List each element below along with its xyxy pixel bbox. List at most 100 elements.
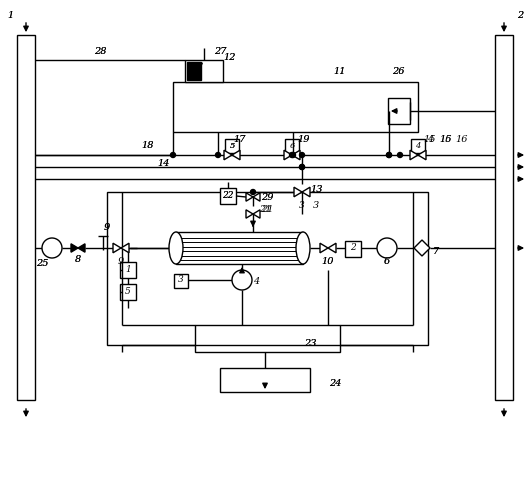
Text: 25: 25 bbox=[36, 258, 48, 268]
Bar bbox=[17, 35, 35, 400]
Text: 6: 6 bbox=[384, 258, 390, 266]
Text: 24: 24 bbox=[329, 380, 341, 388]
Bar bbox=[345, 241, 361, 257]
Text: 27: 27 bbox=[214, 48, 226, 56]
Text: 13: 13 bbox=[311, 184, 323, 194]
Text: 10: 10 bbox=[322, 258, 334, 266]
Text: 7: 7 bbox=[433, 248, 439, 256]
Text: 15: 15 bbox=[440, 136, 452, 144]
Text: 15: 15 bbox=[424, 136, 436, 144]
Text: 9: 9 bbox=[118, 258, 124, 266]
Text: 1: 1 bbox=[7, 10, 13, 20]
Text: 2: 2 bbox=[350, 244, 356, 252]
Text: 8: 8 bbox=[75, 256, 81, 264]
Text: 17: 17 bbox=[234, 136, 246, 144]
Bar bbox=[411, 139, 425, 153]
Bar bbox=[220, 368, 310, 392]
Bar bbox=[187, 62, 201, 80]
Circle shape bbox=[216, 152, 220, 158]
Text: 27: 27 bbox=[214, 48, 226, 56]
Ellipse shape bbox=[169, 232, 183, 264]
Bar bbox=[285, 139, 299, 153]
Text: 6: 6 bbox=[289, 142, 295, 150]
Text: 24: 24 bbox=[329, 380, 341, 388]
Text: 21: 21 bbox=[259, 206, 271, 214]
Polygon shape bbox=[71, 244, 78, 252]
Polygon shape bbox=[78, 244, 85, 252]
Polygon shape bbox=[224, 150, 232, 160]
Bar bbox=[176, 232, 303, 264]
Circle shape bbox=[290, 152, 296, 158]
Text: 12: 12 bbox=[224, 54, 236, 62]
Polygon shape bbox=[253, 210, 260, 218]
Polygon shape bbox=[328, 243, 336, 253]
Circle shape bbox=[386, 152, 392, 158]
Text: 4: 4 bbox=[416, 142, 421, 150]
Text: 3: 3 bbox=[178, 276, 184, 284]
Text: 10: 10 bbox=[322, 258, 334, 266]
Polygon shape bbox=[320, 243, 328, 253]
Circle shape bbox=[171, 152, 175, 158]
Bar bbox=[495, 35, 513, 400]
Polygon shape bbox=[253, 193, 260, 201]
Text: 23: 23 bbox=[304, 340, 316, 348]
Bar bbox=[174, 274, 188, 288]
Text: 8: 8 bbox=[75, 256, 81, 264]
Text: 17: 17 bbox=[234, 136, 246, 144]
Polygon shape bbox=[418, 150, 426, 160]
Text: 14: 14 bbox=[158, 158, 170, 168]
Text: 5: 5 bbox=[125, 288, 131, 296]
Text: 18: 18 bbox=[142, 140, 154, 149]
Text: 25: 25 bbox=[36, 258, 48, 268]
Polygon shape bbox=[232, 150, 240, 160]
Text: 5: 5 bbox=[229, 142, 235, 150]
Polygon shape bbox=[410, 150, 418, 160]
Text: 21: 21 bbox=[261, 206, 273, 214]
Polygon shape bbox=[284, 150, 292, 160]
Text: 1: 1 bbox=[125, 266, 131, 274]
Text: 6: 6 bbox=[384, 258, 390, 266]
Text: 4: 4 bbox=[253, 278, 259, 286]
Circle shape bbox=[299, 152, 305, 158]
Bar bbox=[291, 196, 313, 214]
Bar bbox=[120, 284, 136, 300]
Text: 7: 7 bbox=[433, 248, 439, 256]
Polygon shape bbox=[246, 193, 253, 201]
Bar bbox=[120, 262, 136, 278]
Text: 19: 19 bbox=[298, 136, 310, 144]
Text: 29: 29 bbox=[261, 192, 273, 202]
Bar bbox=[220, 188, 236, 204]
Circle shape bbox=[42, 238, 62, 258]
Circle shape bbox=[398, 152, 402, 158]
Text: 16: 16 bbox=[440, 136, 452, 144]
Text: 3: 3 bbox=[299, 200, 305, 209]
Circle shape bbox=[289, 152, 295, 158]
Circle shape bbox=[377, 238, 397, 258]
Bar bbox=[388, 98, 410, 124]
Bar bbox=[225, 139, 239, 153]
Ellipse shape bbox=[296, 232, 310, 264]
Text: 3: 3 bbox=[313, 200, 319, 209]
Text: 26: 26 bbox=[392, 68, 404, 76]
Text: 18: 18 bbox=[142, 140, 154, 149]
Circle shape bbox=[251, 190, 255, 194]
Text: 1: 1 bbox=[7, 10, 13, 20]
Polygon shape bbox=[121, 243, 129, 253]
Text: 11: 11 bbox=[334, 68, 346, 76]
Text: 22: 22 bbox=[222, 192, 234, 200]
Bar bbox=[107, 192, 428, 345]
Text: 12: 12 bbox=[224, 54, 236, 62]
Polygon shape bbox=[292, 150, 300, 160]
Text: 23: 23 bbox=[304, 340, 316, 348]
Text: 26: 26 bbox=[392, 68, 404, 76]
Circle shape bbox=[232, 270, 252, 290]
Text: 4: 4 bbox=[427, 136, 433, 144]
Text: 9: 9 bbox=[104, 224, 110, 232]
Polygon shape bbox=[113, 243, 121, 253]
Text: 14: 14 bbox=[158, 158, 170, 168]
Text: 2: 2 bbox=[517, 10, 523, 20]
Text: 19: 19 bbox=[298, 136, 310, 144]
Circle shape bbox=[386, 152, 392, 158]
Polygon shape bbox=[246, 210, 253, 218]
Text: 13: 13 bbox=[311, 184, 323, 194]
